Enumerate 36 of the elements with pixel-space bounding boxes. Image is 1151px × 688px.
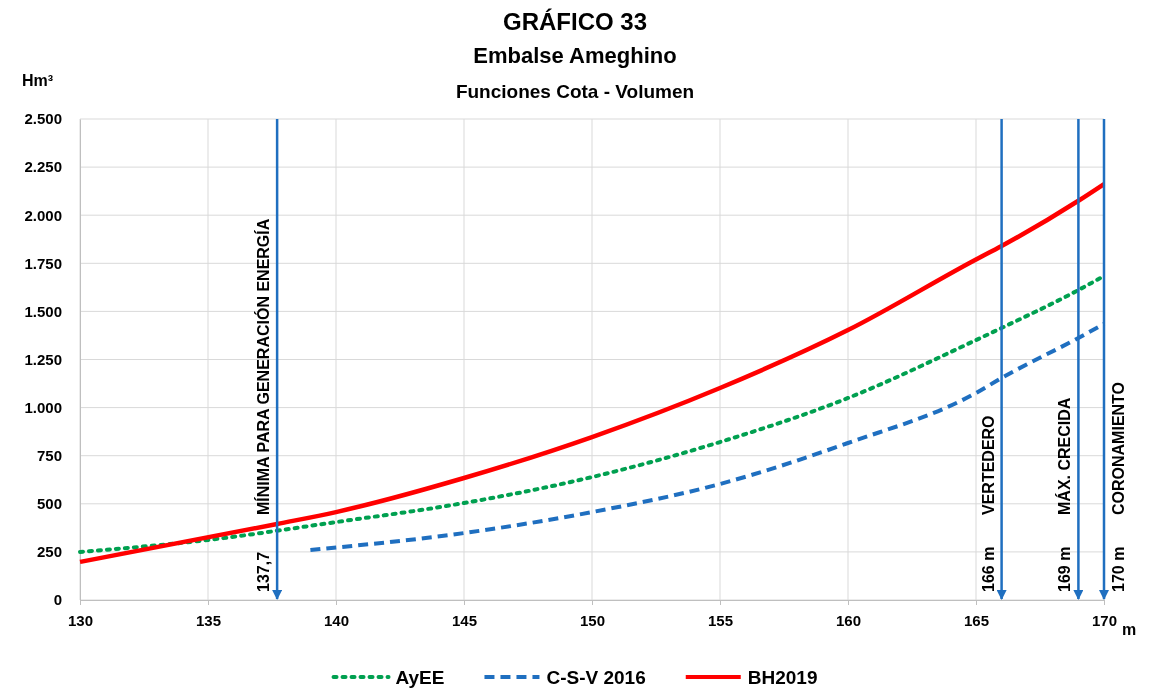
- x-tick-label: 150: [579, 612, 606, 629]
- y-tick-label: 1.500: [24, 302, 62, 320]
- ref-line-label: VERTEDERO: [979, 415, 997, 515]
- y-tick-label: 0: [53, 591, 62, 609]
- y-tick-label: 2.500: [24, 110, 62, 128]
- x-axis-title: m: [1122, 621, 1137, 638]
- x-tick-label: 130: [67, 612, 94, 629]
- x-tick-label: 165: [963, 612, 990, 629]
- chart-subtitle: Embalse Ameghino: [473, 43, 677, 68]
- x-tick-label: 135: [195, 612, 222, 629]
- ref-line-label: CORONAMIENTO: [1110, 381, 1127, 515]
- x-tick-label: 160: [835, 612, 862, 629]
- annotation: 169 m: [1056, 546, 1074, 592]
- x-tick-label: 140: [323, 612, 350, 629]
- ref-line-label: MÁX. CRECIDA: [1055, 397, 1074, 515]
- y-tick-label: 1.250: [24, 350, 62, 368]
- chart-title: GRÁFICO 33: [502, 8, 648, 35]
- legend-label: C-S-V 2016: [546, 667, 646, 688]
- x-tick-label: 155: [707, 612, 734, 629]
- y-tick-label: 500: [36, 495, 62, 513]
- y-tick-label: 1.000: [24, 398, 62, 416]
- y-tick-label: 2.250: [24, 158, 62, 176]
- y-tick-label: 1.750: [24, 254, 62, 272]
- text: Funciones Cota - Volumen: [455, 81, 695, 102]
- legend-label: AyEE: [395, 667, 445, 688]
- y-tick-label: 750: [36, 447, 62, 464]
- annotation: 166 m: [979, 546, 997, 592]
- x-tick-label: 145: [451, 612, 478, 629]
- y-axis-title: Hm³: [22, 72, 54, 89]
- annotation: 137,7: [255, 551, 273, 592]
- x-tick-label: 170: [1091, 612, 1118, 629]
- annotation: 170 m: [1110, 546, 1127, 592]
- y-tick-label: 2.000: [24, 206, 62, 224]
- legend-label: BH2019: [747, 667, 818, 688]
- ref-line-label: MÍNIMA PARA GENERACIÓN ENERGÍA: [254, 218, 273, 515]
- y-tick-label: 250: [36, 543, 62, 561]
